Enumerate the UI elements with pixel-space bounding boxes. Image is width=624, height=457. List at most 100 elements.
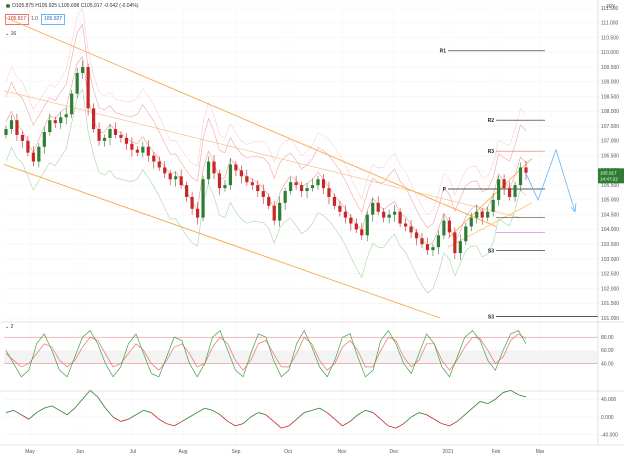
candle-body — [195, 208, 200, 218]
stoch-mid-zone — [4, 350, 598, 364]
last-price-box — [598, 168, 624, 184]
candle-body — [360, 229, 364, 236]
price-tick-label: 108.000 — [601, 109, 619, 115]
osc-segment — [174, 421, 183, 427]
candle-body — [376, 202, 380, 212]
candle-body — [414, 232, 419, 239]
buy-price-box[interactable]: 105.927 — [41, 14, 66, 25]
candle-body — [108, 129, 112, 138]
candle-body — [37, 146, 41, 162]
candle-body — [212, 161, 216, 174]
osc-segment — [120, 418, 129, 422]
candle-body — [272, 205, 276, 221]
spread-label: 1.0 — [31, 16, 38, 22]
stoch-tick-label: 60.00 — [601, 348, 614, 354]
candle-body — [486, 211, 490, 218]
osc-segment — [403, 416, 412, 424]
stoch-tick-label: 80.00 — [601, 335, 614, 341]
candle-body — [223, 185, 227, 189]
pivot-label: R1 — [440, 49, 447, 55]
osc-segment — [388, 425, 397, 429]
time-axis: May Jun Jul Aug Sep Oct Nov Dec 2021 Feb Mar — [0, 444, 624, 455]
osc-segment — [288, 418, 297, 427]
price-tick-label: 109.500 — [601, 65, 619, 71]
price-tick-label: 103.500 — [601, 242, 619, 248]
stochastic-panel: 80.00 60.00 40.00 — [0, 321, 624, 378]
oscillator-panel: 40.000 0.000 -40.000 — [0, 389, 624, 439]
candle-body — [91, 108, 96, 130]
price-tick-label: 103.000 — [601, 257, 619, 263]
osc-tick-label: -40.000 — [601, 433, 618, 439]
osc-segment — [196, 407, 206, 413]
price-tick-label: 111.500 — [601, 6, 619, 12]
price-tick-label: 108.500 — [601, 94, 619, 100]
candle-body — [64, 114, 68, 118]
candle-body — [86, 67, 90, 109]
time-tick-label: Jun — [76, 449, 84, 455]
osc-segment — [380, 418, 389, 427]
candle-body — [469, 217, 473, 227]
candle-body — [425, 244, 430, 251]
osc-segment — [395, 423, 404, 429]
candle-body — [190, 196, 194, 209]
pivot-label: R2 — [488, 118, 495, 124]
candle-body — [141, 146, 145, 153]
panel2-toggle[interactable]: ⌄ 2 — [5, 324, 13, 330]
candle-body — [349, 217, 353, 224]
candle-body — [420, 238, 424, 245]
candle-body — [152, 155, 156, 162]
stoch-d-line — [5, 333, 527, 371]
candle-body — [518, 167, 523, 186]
indicator-layers-toggle[interactable]: ⌄ 16 — [5, 31, 16, 37]
osc-segment — [250, 412, 259, 418]
candle-body — [393, 211, 397, 215]
candle-body — [206, 161, 211, 180]
candle-body — [146, 146, 150, 156]
price-tick-label: 110.000 — [601, 50, 619, 56]
osc-segment — [5, 409, 14, 413]
price-tick-label: 105.500 — [601, 183, 619, 189]
candle-body — [157, 161, 161, 168]
candle-body — [48, 120, 52, 132]
osc-segment — [311, 407, 320, 411]
candle-body — [289, 182, 293, 192]
price-tick-label: 105.000 — [601, 198, 619, 204]
candle-body — [42, 132, 46, 147]
candle-body — [310, 185, 315, 189]
candle-body — [382, 211, 386, 218]
candle-body — [321, 179, 326, 189]
candle-body — [316, 179, 320, 186]
osc-segment — [342, 421, 351, 427]
channel-lower-line — [3, 164, 441, 319]
osc-segment — [372, 412, 381, 420]
price-tick-label: 110.500 — [601, 35, 619, 41]
osc-segment — [304, 409, 312, 413]
osc-segment — [464, 407, 473, 416]
candle-body — [475, 211, 479, 218]
candle-body — [239, 170, 243, 177]
stoch-tick-label: 40.00 — [601, 361, 614, 367]
osc-segment — [349, 414, 359, 422]
time-tick-label: May — [25, 449, 35, 455]
chevron-down-icon: ⌄ — [5, 324, 10, 330]
osc-segment — [487, 398, 496, 405]
last-price-value: 105.917 — [600, 170, 617, 175]
osc-segment — [495, 392, 504, 400]
osc-segment — [13, 409, 22, 416]
grid — [4, 7, 598, 445]
sell-price-box[interactable]: 105.917 — [5, 14, 30, 25]
candle-body — [228, 164, 233, 186]
channel-upper-line — [3, 16, 497, 227]
osc-segment — [518, 394, 527, 398]
outer-upper-band — [5, 7, 527, 215]
upper-band — [5, 23, 527, 229]
ohlc-values: O105.875 H105.925 L105.698 C105.917 -0.0… — [12, 3, 139, 9]
osc-segment — [219, 414, 229, 422]
osc-segment — [135, 409, 144, 416]
time-tick-label: Oct — [284, 449, 292, 455]
candle-body — [26, 140, 30, 153]
osc-segment — [158, 418, 167, 425]
candle-body — [332, 196, 337, 206]
